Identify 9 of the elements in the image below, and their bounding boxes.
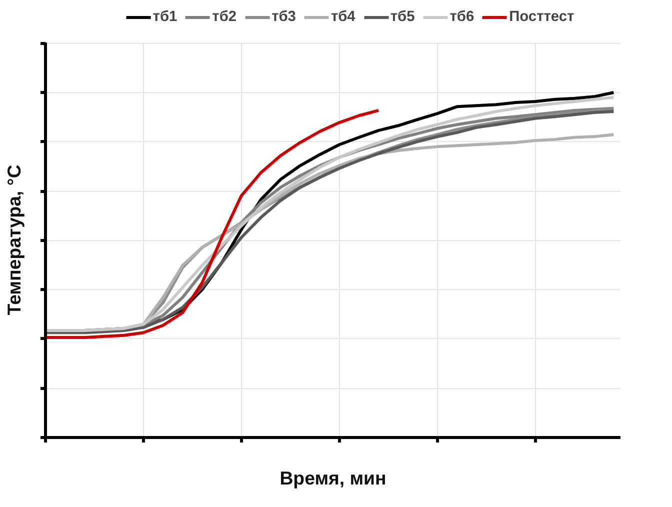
- y-axis-title: Температура, °C: [3, 164, 24, 316]
- legend-label: тб6: [450, 9, 474, 25]
- x-axis-title: Время, мин: [280, 468, 386, 488]
- legend-label: Посттест: [509, 9, 574, 25]
- legend-label: тб4: [330, 9, 356, 25]
- legend-label: тб2: [212, 9, 237, 25]
- legend-label: тб5: [390, 9, 415, 25]
- legend-label: тб3: [272, 9, 296, 25]
- legend-label: тб1: [152, 9, 178, 25]
